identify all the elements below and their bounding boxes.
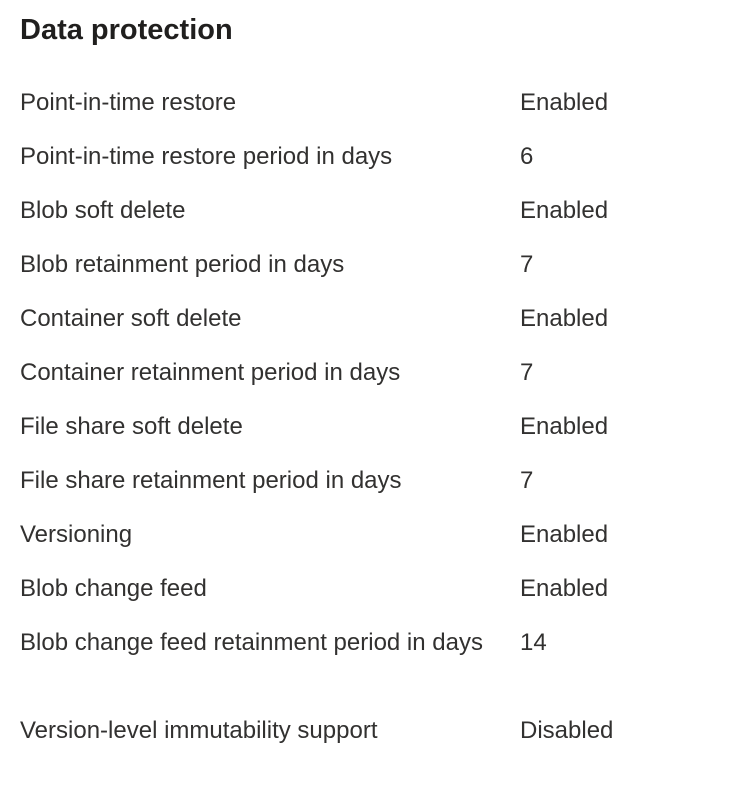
property-row-blob-retainment-period: Blob retainment period in days 7 — [20, 248, 720, 302]
property-label: Point-in-time restore — [20, 89, 237, 116]
property-row-version-level-immutability: Version-level immutability support Disab… — [20, 714, 720, 768]
property-row-file-share-retainment-period: File share retainment period in days 7 — [20, 464, 720, 518]
property-label: Blob retainment period in days — [20, 251, 345, 278]
property-value: 7 — [520, 251, 534, 278]
property-row-container-retainment-period: Container retainment period in days 7 — [20, 356, 720, 410]
property-label: Version-level immutability support — [20, 717, 378, 744]
property-label: Container retainment period in days — [20, 359, 401, 386]
property-value: Enabled — [520, 575, 609, 602]
property-row-versioning: Versioning Enabled — [20, 518, 720, 572]
property-row-file-share-soft-delete: File share soft delete Enabled — [20, 410, 720, 464]
property-row-container-soft-delete: Container soft delete Enabled — [20, 302, 720, 356]
property-label: Blob soft delete — [20, 197, 186, 224]
property-row-point-in-time-restore: Point-in-time restore Enabled — [20, 86, 720, 140]
property-value: Enabled — [520, 521, 609, 548]
property-label: File share retainment period in days — [20, 467, 402, 494]
properties-list: Point-in-time restore Enabled Point-in-t… — [20, 86, 720, 768]
data-protection-panel: Data protection Point-in-time restore En… — [20, 0, 720, 744]
property-row-blob-change-feed: Blob change feed Enabled — [20, 572, 720, 626]
property-label: Blob change feed — [20, 575, 207, 602]
property-label: Container soft delete — [20, 305, 242, 332]
property-row-blob-soft-delete: Blob soft delete Enabled — [20, 194, 720, 248]
property-row-point-in-time-restore-period: Point-in-time restore period in days 6 — [20, 140, 720, 194]
property-value: Enabled — [520, 197, 609, 224]
property-value: 7 — [520, 467, 534, 494]
property-label: Versioning — [20, 521, 133, 548]
property-value: Enabled — [520, 89, 609, 116]
property-label: File share soft delete — [20, 413, 243, 440]
property-value: 6 — [520, 143, 534, 170]
property-value: Disabled — [520, 717, 614, 744]
property-value: 14 — [520, 629, 547, 656]
property-label: Point-in-time restore period in days — [20, 143, 393, 170]
property-value: Enabled — [520, 305, 609, 332]
section-title: Data protection — [20, 14, 233, 46]
property-value: Enabled — [520, 413, 609, 440]
property-row-blob-change-feed-retainment-period: Blob change feed retainment period in da… — [20, 626, 720, 714]
property-label: Blob change feed retainment period in da… — [20, 629, 483, 656]
property-value: 7 — [520, 359, 534, 386]
